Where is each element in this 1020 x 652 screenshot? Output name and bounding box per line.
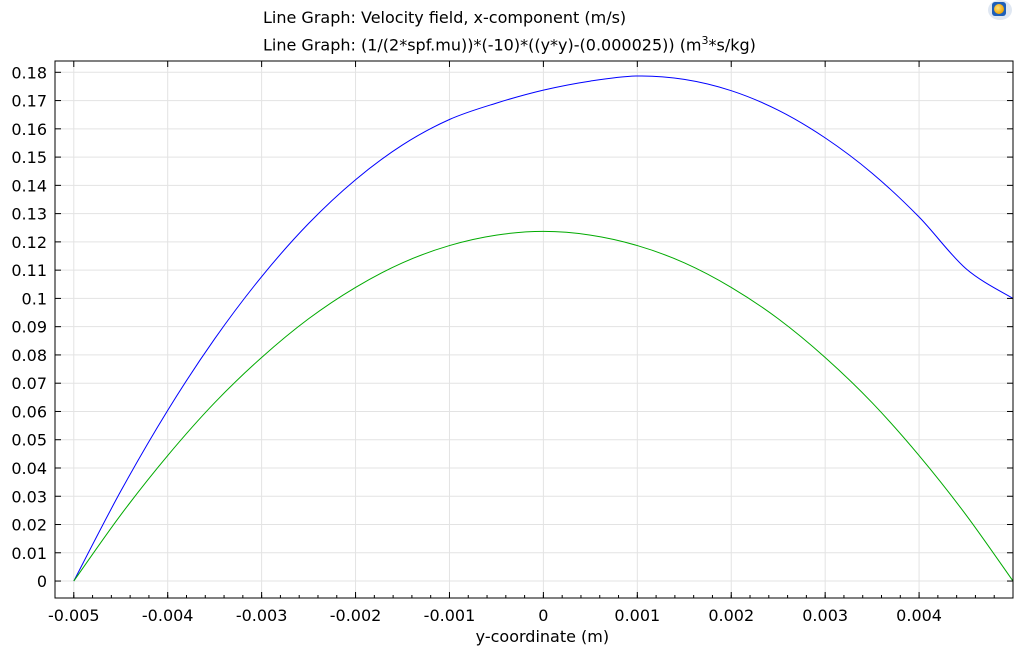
x-tick-label: 0.001 xyxy=(614,606,660,625)
y-tick-label: 0 xyxy=(37,572,47,591)
x-tick-label: 0 xyxy=(538,606,548,625)
x-tick-label: -0.001 xyxy=(424,606,476,625)
y-tick-label: 0.01 xyxy=(11,544,47,563)
y-tick-label: 0.02 xyxy=(11,516,47,535)
ticks: -0.005 -0.004 -0.003 -0.002 -0.001 0 0.001 0.00… xyxy=(11,61,1014,625)
y-tick-label: 0.15 xyxy=(11,148,47,167)
y-tick-label: 0.11 xyxy=(11,261,47,280)
y-tick-label: 0.16 xyxy=(11,120,47,139)
comsol-logo-icon[interactable] xyxy=(986,0,1014,22)
x-tick-label: -0.002 xyxy=(330,606,382,625)
y-tick-label: 0.07 xyxy=(11,374,47,393)
y-tick-label: 0.18 xyxy=(11,63,47,82)
title-line-2-tail: *s/kg) xyxy=(708,35,756,55)
y-tick-label: 0.06 xyxy=(11,402,47,421)
title-line-2: Line Graph: (1/(2*spf.mu))*(-10)*((y*y)-… xyxy=(263,29,756,56)
plot-frame xyxy=(54,60,1014,599)
chart-titles: Line Graph: Velocity field, x-component … xyxy=(263,6,756,56)
x-tick-label: -0.005 xyxy=(48,606,100,625)
x-tick-label: -0.003 xyxy=(236,606,288,625)
series-line-2 xyxy=(73,230,1014,582)
y-tick-label: 0.08 xyxy=(11,346,47,365)
grid xyxy=(55,61,1013,598)
y-tick-label: 0.1 xyxy=(22,289,47,308)
series-line-1 xyxy=(73,75,1014,582)
y-tick-label: 0.17 xyxy=(11,92,47,111)
y-tick-label: 0.13 xyxy=(11,205,47,224)
x-tick-label: -0.004 xyxy=(142,606,194,625)
title-line-1: Line Graph: Velocity field, x-component … xyxy=(263,8,627,27)
y-tick-label: 0.05 xyxy=(11,431,47,450)
x-tick-label: 0.003 xyxy=(802,606,848,625)
y-tick-label: 0.04 xyxy=(11,459,47,478)
y-tick-label: 0.12 xyxy=(11,233,47,252)
series-layer xyxy=(73,75,1014,582)
y-tick-label: 0.09 xyxy=(11,318,47,337)
title-line-2-main: Line Graph: (1/(2*spf.mu))*(-10)*((y*y)-… xyxy=(263,35,702,55)
x-axis-label: y-coordinate (m) xyxy=(476,627,609,646)
x-tick-label: 0.002 xyxy=(708,606,754,625)
x-tick-label: 0.004 xyxy=(896,606,942,625)
y-tick-label: 0.03 xyxy=(11,487,47,506)
y-tick-label: 0.14 xyxy=(11,176,47,195)
title-line-2-superscript: 3 xyxy=(701,34,709,47)
